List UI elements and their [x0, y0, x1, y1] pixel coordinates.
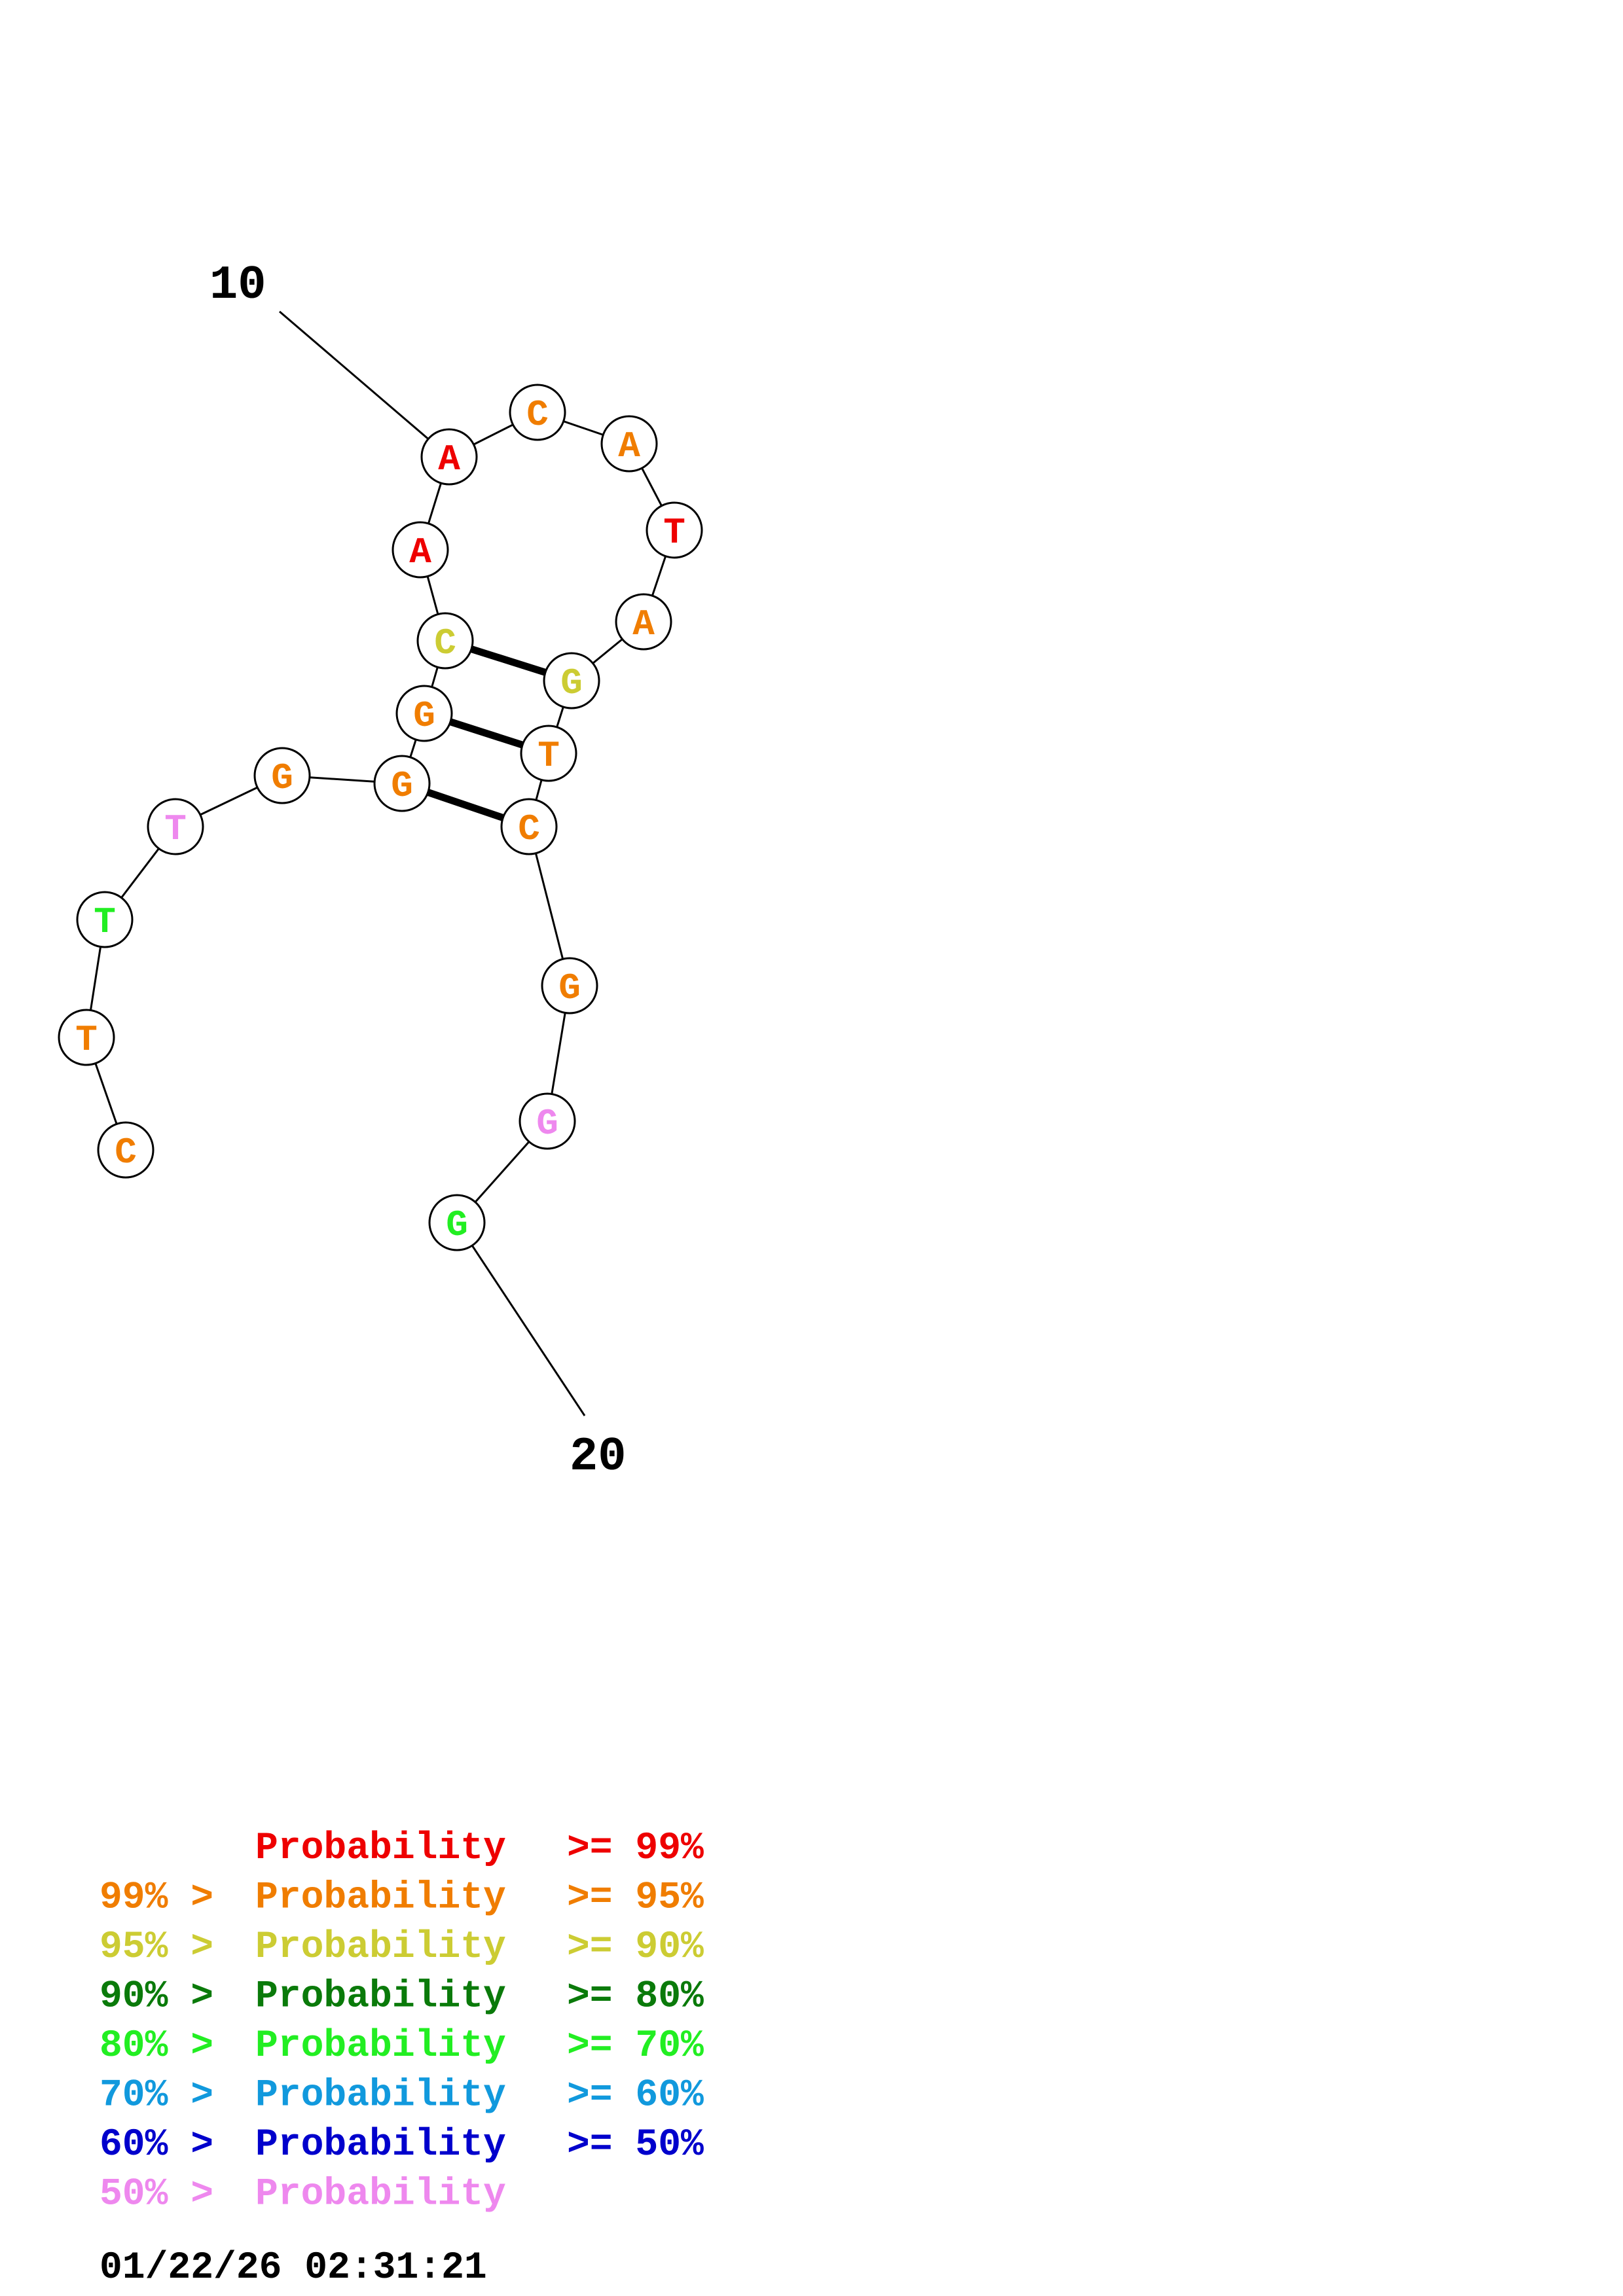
legend-prefix: 95% > — [100, 1926, 213, 1969]
nucleotide-node: C — [500, 798, 558, 855]
nucleotide-node: A — [600, 415, 658, 473]
nucleotide-circle — [428, 1194, 486, 1251]
nucleotide-circle — [373, 755, 431, 812]
legend-prefix: 99% > — [100, 1877, 213, 1920]
start-position-label: 10 — [210, 259, 266, 312]
legend-label: Probability — [255, 2075, 506, 2117]
legend-suffix: >= 90% — [567, 1926, 704, 1969]
nucleotide-letter: G — [413, 695, 435, 737]
nucleotide-letter: C — [526, 394, 549, 436]
nucleotide-node: G — [519, 1092, 576, 1150]
nucleotide-circle — [541, 957, 598, 1014]
legend-label: Probability — [255, 1926, 506, 1969]
nucleotide-letter: T — [538, 735, 560, 777]
nucleotide-node: A — [615, 593, 672, 651]
nucleotide-circle — [76, 891, 134, 948]
nucleotide-circle — [646, 501, 703, 559]
start-tail-line — [279, 310, 450, 458]
nucleotide-node: G — [395, 685, 453, 742]
nucleotide-letter: A — [618, 425, 640, 467]
nucleotide-circle — [58, 1009, 115, 1066]
nucleotide-letter: G — [560, 662, 583, 704]
nucleotide-circle — [500, 798, 558, 855]
legend-suffix: >= 95% — [567, 1877, 704, 1920]
legend-prefix: 60% > — [100, 2124, 213, 2166]
legend-row: 70% > Probability >= 60% — [100, 2075, 704, 2117]
legend-row: 95% > Probability >= 90% — [100, 1926, 704, 1969]
nucleotide-node: G — [541, 957, 598, 1014]
legend-row: 90% > Probability >= 80% — [100, 1976, 704, 2018]
nucleotide-node: T — [646, 501, 703, 559]
nucleotide-letter: A — [438, 439, 460, 480]
nucleotide-node: T — [76, 891, 134, 948]
legend-row: Probability >= 99% — [255, 1827, 704, 1870]
nucleotide-letter: T — [164, 808, 187, 850]
nucleotide-circle — [600, 415, 658, 473]
legend-label: Probability — [255, 1877, 506, 1920]
nucleotide-letter: C — [518, 808, 540, 850]
nucleotide-circle — [97, 1121, 155, 1179]
nucleotide-circle — [543, 652, 600, 709]
nucleotide-node: C — [509, 384, 566, 441]
legend-suffix: >= 70% — [567, 2025, 704, 2068]
end-tail-line — [456, 1222, 586, 1416]
nucleotide-node: C — [416, 612, 474, 670]
nucleotide-node: T — [520, 725, 577, 782]
legend-label: Probability — [255, 1976, 506, 2018]
nucleotide-letter: A — [632, 603, 655, 645]
legend-label: Probability — [255, 2025, 506, 2068]
nucleotide-letter: G — [558, 967, 581, 1009]
legend-suffix: >= 50% — [567, 2124, 704, 2166]
nucleotide-node: T — [147, 798, 204, 855]
nucleotide-circle — [416, 612, 474, 670]
nucleotide-letter: T — [75, 1019, 98, 1061]
nucleotide-circle — [147, 798, 204, 855]
nucleotide-circle — [253, 747, 311, 804]
nucleotide-letter: G — [446, 1204, 468, 1246]
nucleotide-node: G — [543, 652, 600, 709]
nucleotide-letter: C — [115, 1132, 137, 1174]
legend-prefix: 70% > — [100, 2075, 213, 2117]
nucleotide-node: T — [58, 1009, 115, 1066]
legend-prefix: 50% > — [100, 2174, 213, 2216]
nucleotide-letter: G — [536, 1103, 558, 1145]
nucleotide-circle — [520, 725, 577, 782]
nucleotide-letter: G — [271, 757, 293, 799]
nucleotide-circle — [519, 1092, 576, 1150]
legend-suffix: >= 60% — [567, 2075, 704, 2117]
nucleotide-circle — [395, 685, 453, 742]
nucleotide-letter: G — [391, 765, 413, 807]
legend-suffix: >= 99% — [567, 1827, 704, 1870]
nucleotide-circle — [392, 521, 449, 579]
probability-legend: Probability >= 99%99% > Probability >= 95%9… — [100, 1827, 704, 2216]
backbone-lines — [85, 310, 676, 1416]
legend-row: 80% > Probability >= 70% — [100, 2025, 704, 2068]
end-position-label: 20 — [570, 1430, 626, 1484]
legend-label: Probability — [255, 1827, 506, 1870]
nucleotide-node: A — [420, 428, 478, 486]
nucleotide-letter: C — [434, 622, 456, 664]
nucleotide-letter: T — [663, 512, 685, 554]
timestamp: 01/22/26 02:31:21 — [100, 2247, 487, 2289]
nucleotide-node: A — [392, 521, 449, 579]
nucleotide-letter: T — [94, 901, 116, 943]
nucleotide-circle — [615, 593, 672, 651]
nucleotide-node: G — [428, 1194, 486, 1251]
legend-prefix: 90% > — [100, 1976, 213, 2018]
nucleotide-letter: A — [409, 531, 431, 573]
legend-suffix: >= 80% — [567, 1976, 704, 2018]
legend-label: Probability — [255, 2174, 506, 2216]
nucleotide-node: C — [97, 1121, 155, 1179]
legend-row: 99% > Probability >= 95% — [100, 1877, 704, 1920]
legend-row: 50% > Probability — [100, 2174, 506, 2216]
legend-label: Probability — [255, 2124, 506, 2166]
legend-prefix: 80% > — [100, 2025, 213, 2068]
nucleotide-node: G — [373, 755, 431, 812]
legend-row: 60% > Probability >= 50% — [100, 2124, 704, 2166]
nucleotide-node: G — [253, 747, 311, 804]
nucleotide-circle — [420, 428, 478, 486]
nucleotide-circle — [509, 384, 566, 441]
